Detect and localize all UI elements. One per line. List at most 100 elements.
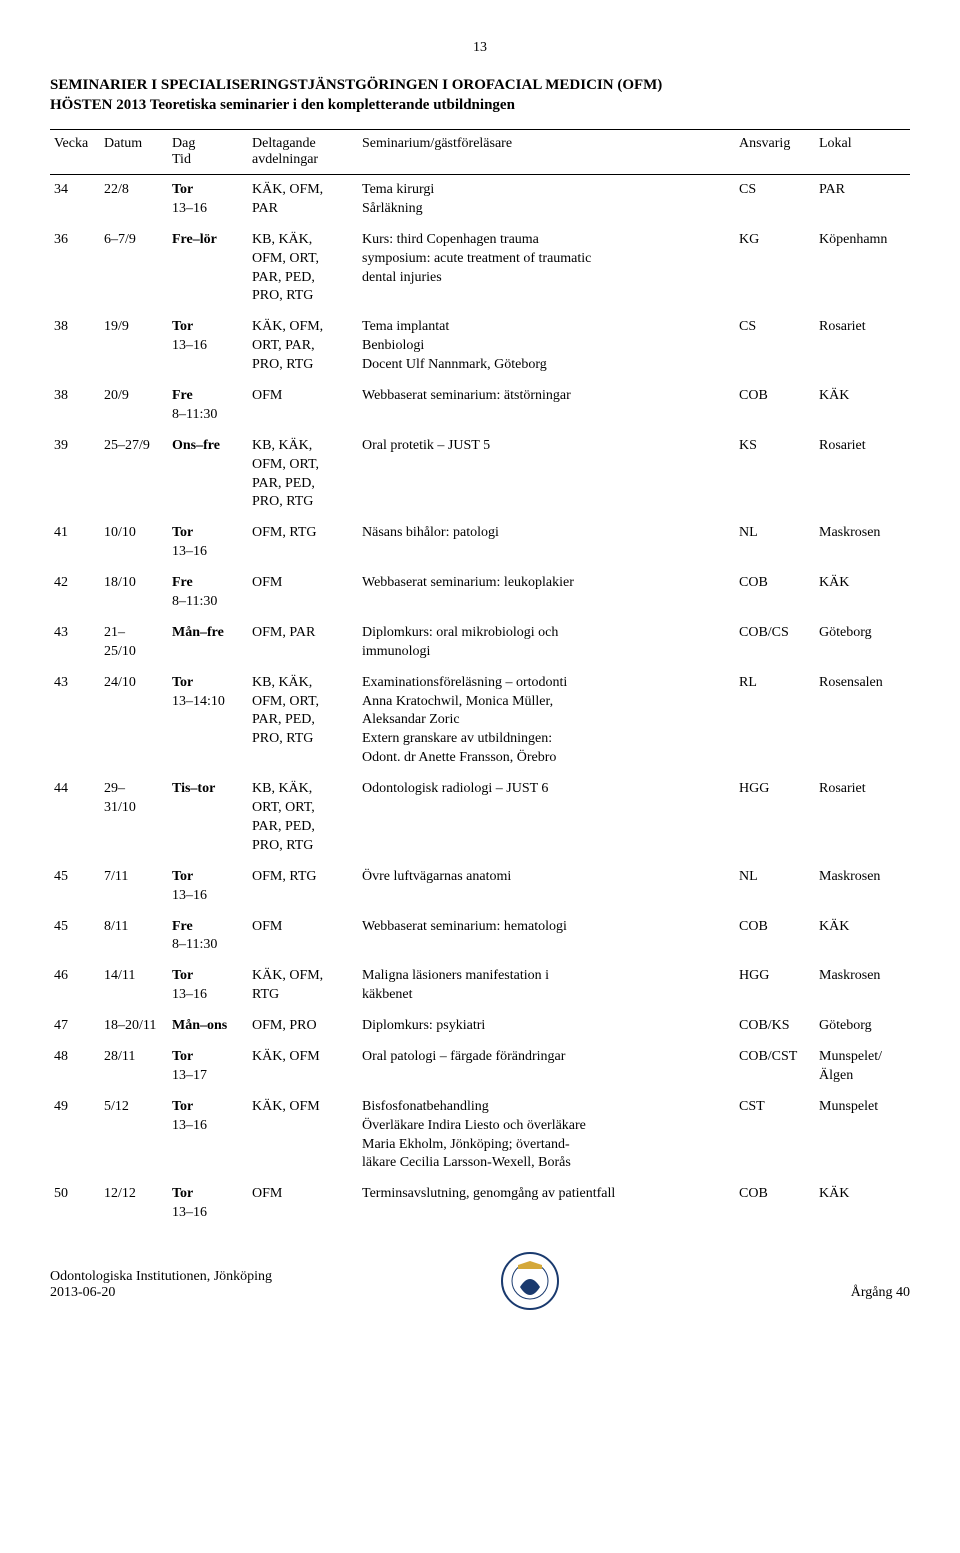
cell-vecka: 45	[50, 912, 100, 962]
cell-lokal: Göteborg	[815, 618, 910, 668]
cell-lokal: Munspelet/Älgen	[815, 1042, 910, 1092]
cell-seminarium: Webbaserat seminarium: hematologi	[358, 912, 735, 962]
cell-datum: 7/11	[100, 862, 168, 912]
cell-vecka: 44	[50, 774, 100, 862]
cell-deltagande: KB, KÄK,ORT, ORT,PAR, PED,PRO, RTG	[248, 774, 358, 862]
footer-date: 2013-06-20	[50, 1285, 910, 1301]
cell-seminarium: Webbaserat seminarium: ätstörningar	[358, 381, 735, 431]
cell-deltagande: KÄK, OFM,PAR	[248, 175, 358, 225]
table-body: 3422/8Tor13–16KÄK, OFM,PARTema kirurgiSå…	[50, 175, 910, 1230]
cell-datum: 12/12	[100, 1179, 168, 1229]
cell-dag: Fre8–11:30	[168, 912, 248, 962]
cell-datum: 18/10	[100, 568, 168, 618]
cell-seminarium: BisfosfonatbehandlingÖverläkare Indira L…	[358, 1092, 735, 1180]
cell-dag: Tor13–16	[168, 518, 248, 568]
cell-vecka: 49	[50, 1092, 100, 1180]
cell-deltagande: OFM, RTG	[248, 862, 358, 912]
cell-ansvarig: RL	[735, 668, 815, 774]
title-line-2: HÖSTEN 2013 Teoretiska seminarier i den …	[50, 97, 515, 113]
cell-seminarium: Tema implantatBenbiologiDocent Ulf Nannm…	[358, 312, 735, 381]
cell-seminarium: Diplomkurs: psykiatri	[358, 1011, 735, 1042]
cell-dag: Tor13–16	[168, 1179, 248, 1229]
cell-ansvarig: CST	[735, 1092, 815, 1180]
cell-datum: 8/11	[100, 912, 168, 962]
cell-vecka: 42	[50, 568, 100, 618]
cell-deltagande: KB, KÄK,OFM, ORT,PAR, PED,PRO, RTG	[248, 225, 358, 313]
cell-datum: 18–20/11	[100, 1011, 168, 1042]
cell-lokal: Rosariet	[815, 431, 910, 519]
cell-seminarium: Tema kirurgiSårläkning	[358, 175, 735, 225]
cell-lokal: Munspelet	[815, 1092, 910, 1180]
cell-deltagande: OFM	[248, 912, 358, 962]
cell-vecka: 46	[50, 961, 100, 1011]
cell-datum: 21–25/10	[100, 618, 168, 668]
cell-datum: 28/11	[100, 1042, 168, 1092]
cell-deltagande: OFM	[248, 568, 358, 618]
cell-lokal: Rosariet	[815, 774, 910, 862]
cell-datum: 5/12	[100, 1092, 168, 1180]
cell-deltagande: KÄK, OFM,RTG	[248, 961, 358, 1011]
cell-ansvarig: COB	[735, 568, 815, 618]
cell-deltagande: OFM, RTG	[248, 518, 358, 568]
table-row: 3925–27/9Ons–freKB, KÄK,OFM, ORT,PAR, PE…	[50, 431, 910, 519]
cell-lokal: PAR	[815, 175, 910, 225]
cell-ansvarig: CS	[735, 175, 815, 225]
cell-ansvarig: KS	[735, 431, 815, 519]
cell-seminarium: Oral patologi – färgade förändringar	[358, 1042, 735, 1092]
cell-seminarium: Examinationsföreläsning – ortodontiAnna …	[358, 668, 735, 774]
cell-ansvarig: COB	[735, 1179, 815, 1229]
header-lokal: Lokal	[815, 130, 910, 175]
cell-lokal: Maskrosen	[815, 862, 910, 912]
table-row: 4218/10Fre8–11:30OFMWebbaserat seminariu…	[50, 568, 910, 618]
cell-vecka: 36	[50, 225, 100, 313]
cell-dag: Tor13–16	[168, 862, 248, 912]
seminar-table: Vecka Datum DagTid Deltagandeavdelningar…	[50, 129, 910, 1229]
cell-dag: Tor13–16	[168, 1092, 248, 1180]
cell-ansvarig: HGG	[735, 774, 815, 862]
cell-lokal: KÄK	[815, 912, 910, 962]
cell-ansvarig: COB/KS	[735, 1011, 815, 1042]
cell-deltagande: KÄK, OFM	[248, 1042, 358, 1092]
cell-vecka: 41	[50, 518, 100, 568]
cell-ansvarig: NL	[735, 518, 815, 568]
cell-ansvarig: COB	[735, 912, 815, 962]
table-row: 457/11Tor13–16OFM, RTGÖvre luftvägarnas …	[50, 862, 910, 912]
cell-seminarium: Terminsavslutning, genomgång av patientf…	[358, 1179, 735, 1229]
cell-ansvarig: COB/CST	[735, 1042, 815, 1092]
cell-vecka: 34	[50, 175, 100, 225]
cell-vecka: 43	[50, 668, 100, 774]
header-ansvarig: Ansvarig	[735, 130, 815, 175]
table-row: 4614/11Tor13–16KÄK, OFM,RTGMaligna läsio…	[50, 961, 910, 1011]
cell-deltagande: KÄK, OFM	[248, 1092, 358, 1180]
cell-deltagande: OFM	[248, 381, 358, 431]
cell-datum: 10/10	[100, 518, 168, 568]
cell-dag: Tor13–16	[168, 961, 248, 1011]
cell-dag: Fre–lör	[168, 225, 248, 313]
table-row: 366–7/9Fre–lörKB, KÄK,OFM, ORT,PAR, PED,…	[50, 225, 910, 313]
institution-logo-icon	[500, 1251, 560, 1311]
cell-lokal: KÄK	[815, 568, 910, 618]
cell-lokal: KÄK	[815, 1179, 910, 1229]
table-row: 4718–20/11Mån–onsOFM, PRODiplomkurs: psy…	[50, 1011, 910, 1042]
cell-ansvarig: KG	[735, 225, 815, 313]
cell-deltagande: KB, KÄK,OFM, ORT,PAR, PED,PRO, RTG	[248, 431, 358, 519]
cell-lokal: Köpenhamn	[815, 225, 910, 313]
cell-lokal: Maskrosen	[815, 518, 910, 568]
cell-lokal: Göteborg	[815, 1011, 910, 1042]
table-row: 3820/9Fre8–11:30OFMWebbaserat seminarium…	[50, 381, 910, 431]
cell-dag: Mån–fre	[168, 618, 248, 668]
cell-deltagande: OFM, PAR	[248, 618, 358, 668]
header-dag: DagTid	[168, 130, 248, 175]
cell-deltagande: KB, KÄK,OFM, ORT,PAR, PED,PRO, RTG	[248, 668, 358, 774]
cell-seminarium: Diplomkurs: oral mikrobiologi ochimmunol…	[358, 618, 735, 668]
cell-deltagande: OFM	[248, 1179, 358, 1229]
cell-datum: 6–7/9	[100, 225, 168, 313]
table-row: 495/12Tor13–16KÄK, OFMBisfosfonatbehandl…	[50, 1092, 910, 1180]
cell-ansvarig: COB	[735, 381, 815, 431]
table-row: 3819/9Tor13–16KÄK, OFM,ORT, PAR,PRO, RTG…	[50, 312, 910, 381]
cell-seminarium: Oral protetik – JUST 5	[358, 431, 735, 519]
cell-deltagande: KÄK, OFM,ORT, PAR,PRO, RTG	[248, 312, 358, 381]
cell-deltagande: OFM, PRO	[248, 1011, 358, 1042]
table-row: 4110/10Tor13–16OFM, RTGNäsans bihålor: p…	[50, 518, 910, 568]
cell-dag: Tor13–16	[168, 312, 248, 381]
